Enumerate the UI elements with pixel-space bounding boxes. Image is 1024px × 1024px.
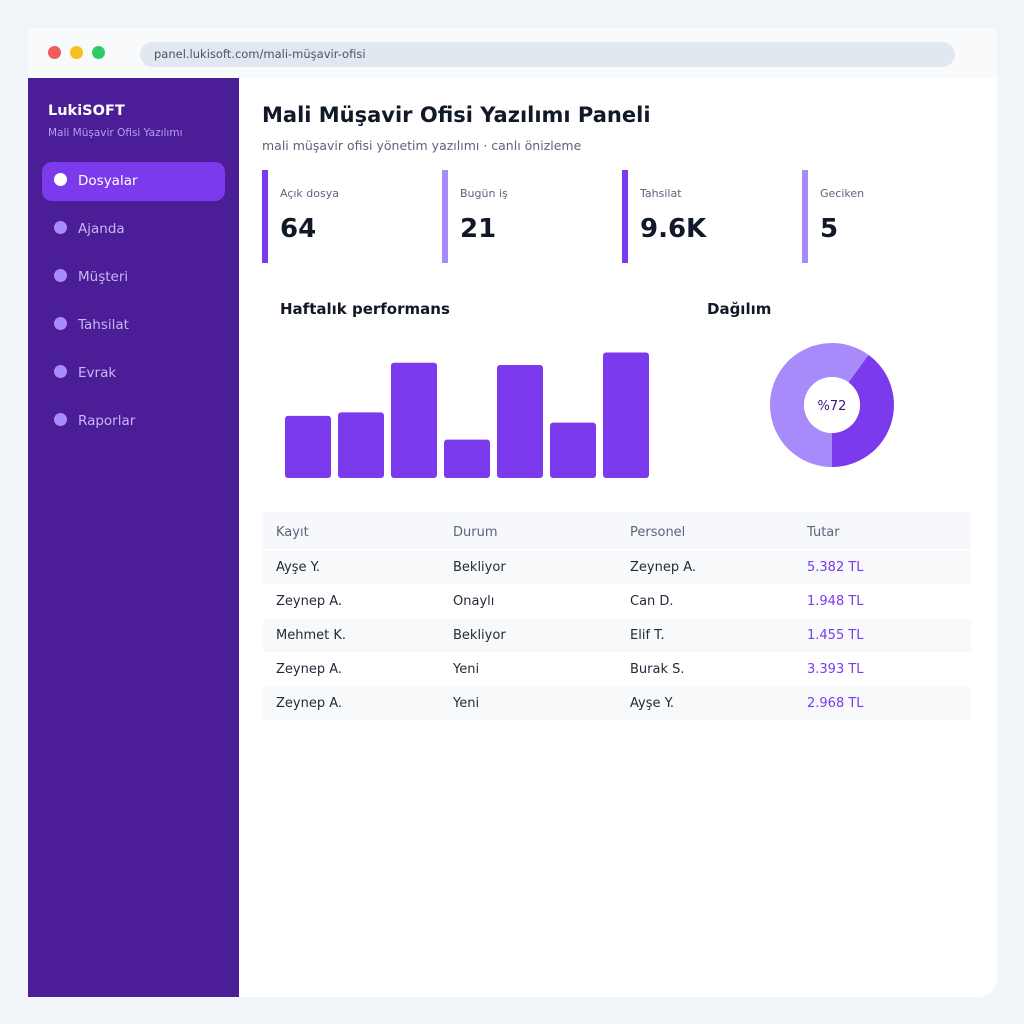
close-window-button[interactable] — [48, 46, 61, 59]
nav-bullet-icon — [54, 221, 67, 234]
stat-accent-bar — [802, 170, 808, 263]
donut-hole — [804, 377, 860, 433]
cell-durum: Yeni — [453, 696, 480, 711]
distribution-chart-title: Dağılım — [707, 300, 772, 318]
cell-durum: Yeni — [453, 662, 480, 677]
donut-slice — [770, 343, 869, 467]
cell-tutar: 3.393 TL — [807, 662, 864, 677]
sidebar-item-label: Ajanda — [78, 221, 125, 237]
stat-value: 21 — [460, 214, 497, 244]
sidebar-item-ajanda[interactable]: Ajanda — [42, 210, 225, 249]
performance-bar — [444, 439, 490, 478]
maximize-window-button[interactable] — [92, 46, 105, 59]
stat-accent-bar — [622, 170, 628, 263]
cell-kayit: Zeynep A. — [276, 662, 343, 677]
brand-subtitle: Mali Müşavir Ofisi Yazılımı — [48, 127, 183, 139]
stat-value: 64 — [280, 214, 317, 244]
table-row[interactable]: Ayşe Y. Bekliyor Zeynep A. 5.382 TL — [263, 551, 971, 584]
distribution-donut-chart: %72 — [770, 343, 894, 467]
sidebar-item-evrak[interactable]: Evrak — [42, 354, 225, 393]
sidebar-item-label: Evrak — [78, 365, 117, 381]
column-header-kayit[interactable]: Kayıt — [276, 525, 309, 540]
nav-bullet-icon — [54, 269, 67, 282]
performance-bar — [550, 422, 596, 478]
sidebar: LukiSOFT Mali Müşavir Ofisi Yazılımı Dos… — [28, 78, 239, 997]
table-row[interactable]: Mehmet K. Bekliyor Elif T. 1.455 TL — [263, 619, 971, 652]
cell-personel: Burak S. — [630, 662, 685, 677]
stat-card-tahsilat: Tahsilat 9.6K — [622, 170, 792, 263]
app-window: panel.lukisoft.com/mali-müşavir-ofisi Lu… — [28, 28, 997, 997]
stat-card-acik-dosya: Açık dosya 64 — [262, 170, 432, 263]
nav-bullet-icon — [54, 413, 67, 426]
cell-kayit: Zeynep A. — [276, 696, 343, 711]
cell-kayit: Ayşe Y. — [276, 560, 321, 575]
performance-bar — [497, 364, 543, 478]
performance-bar — [603, 352, 649, 478]
cell-tutar: 2.968 TL — [807, 696, 864, 711]
nav-bullet-icon — [54, 365, 67, 378]
performance-bar-chart — [285, 352, 649, 478]
cell-kayit: Mehmet K. — [276, 628, 347, 643]
cell-durum: Bekliyor — [453, 560, 506, 575]
stat-label: Bugün iş — [460, 187, 508, 200]
brand-name[interactable]: LukiSOFT — [48, 103, 125, 119]
cell-durum: Onaylı — [453, 594, 495, 609]
performance-bar — [285, 415, 331, 478]
cell-personel: Elif T. — [630, 628, 665, 643]
table-header-row: Kayıt Durum Personel Tutar — [263, 512, 971, 549]
sidebar-item-label: Raporlar — [78, 413, 136, 429]
address-bar[interactable]: panel.lukisoft.com/mali-müşavir-ofisi — [140, 42, 955, 67]
cell-tutar: 5.382 TL — [807, 560, 864, 575]
sidebar-item-dosyalar[interactable]: Dosyalar — [42, 162, 225, 201]
donut-slice — [832, 354, 894, 467]
stat-accent-bar — [262, 170, 268, 263]
page-title: Mali Müşavir Ofisi Yazılımı Paneli — [262, 103, 651, 127]
sidebar-item-label: Tahsilat — [78, 317, 129, 333]
column-header-tutar[interactable]: Tutar — [807, 525, 840, 540]
sidebar-item-raporlar[interactable]: Raporlar — [42, 402, 225, 441]
stat-value: 5 — [820, 214, 839, 244]
table-row[interactable]: Zeynep A. Yeni Ayşe Y. 2.968 TL — [263, 687, 971, 720]
sidebar-item-tahsilat[interactable]: Tahsilat — [42, 306, 225, 345]
column-header-personel[interactable]: Personel — [630, 525, 686, 540]
performance-bar — [391, 362, 437, 478]
stat-card-bugun-is: Bugün iş 21 — [442, 170, 612, 263]
cell-durum: Bekliyor — [453, 628, 506, 643]
performance-bar — [338, 412, 384, 478]
page-subtitle: mali müşavir ofisi yönetim yazılımı · ca… — [262, 138, 582, 153]
stat-accent-bar — [442, 170, 448, 263]
cell-tutar: 1.948 TL — [807, 594, 864, 609]
cell-personel: Ayşe Y. — [630, 696, 675, 711]
stat-label: Geciken — [820, 187, 865, 200]
cell-personel: Zeynep A. — [630, 560, 697, 575]
donut-center-label: %72 — [818, 399, 847, 414]
main-content: Mali Müşavir Ofisi Yazılımı Paneli mali … — [239, 78, 997, 997]
cell-kayit: Zeynep A. — [276, 594, 343, 609]
table-row[interactable]: Zeynep A. Yeni Burak S. 3.393 TL — [263, 653, 971, 686]
minimize-window-button[interactable] — [70, 46, 83, 59]
cell-tutar: 1.455 TL — [807, 628, 864, 643]
table-row[interactable]: Zeynep A. Onaylı Can D. 1.948 TL — [263, 585, 971, 618]
stat-label: Açık dosya — [280, 187, 339, 200]
column-header-durum[interactable]: Durum — [453, 525, 498, 540]
performance-chart-title: Haftalık performans — [280, 300, 450, 318]
stat-value: 9.6K — [640, 214, 707, 244]
nav-bullet-icon — [54, 317, 67, 330]
cell-personel: Can D. — [630, 594, 674, 609]
nav-bullet-icon — [54, 173, 67, 186]
browser-chrome: panel.lukisoft.com/mali-müşavir-ofisi — [28, 28, 997, 78]
sidebar-item-label: Müşteri — [78, 269, 129, 285]
stat-card-geciken: Geciken 5 — [802, 170, 972, 263]
sidebar-item-label: Dosyalar — [78, 173, 138, 189]
sidebar-item-musteri[interactable]: Müşteri — [42, 258, 225, 297]
stat-label: Tahsilat — [640, 187, 682, 200]
